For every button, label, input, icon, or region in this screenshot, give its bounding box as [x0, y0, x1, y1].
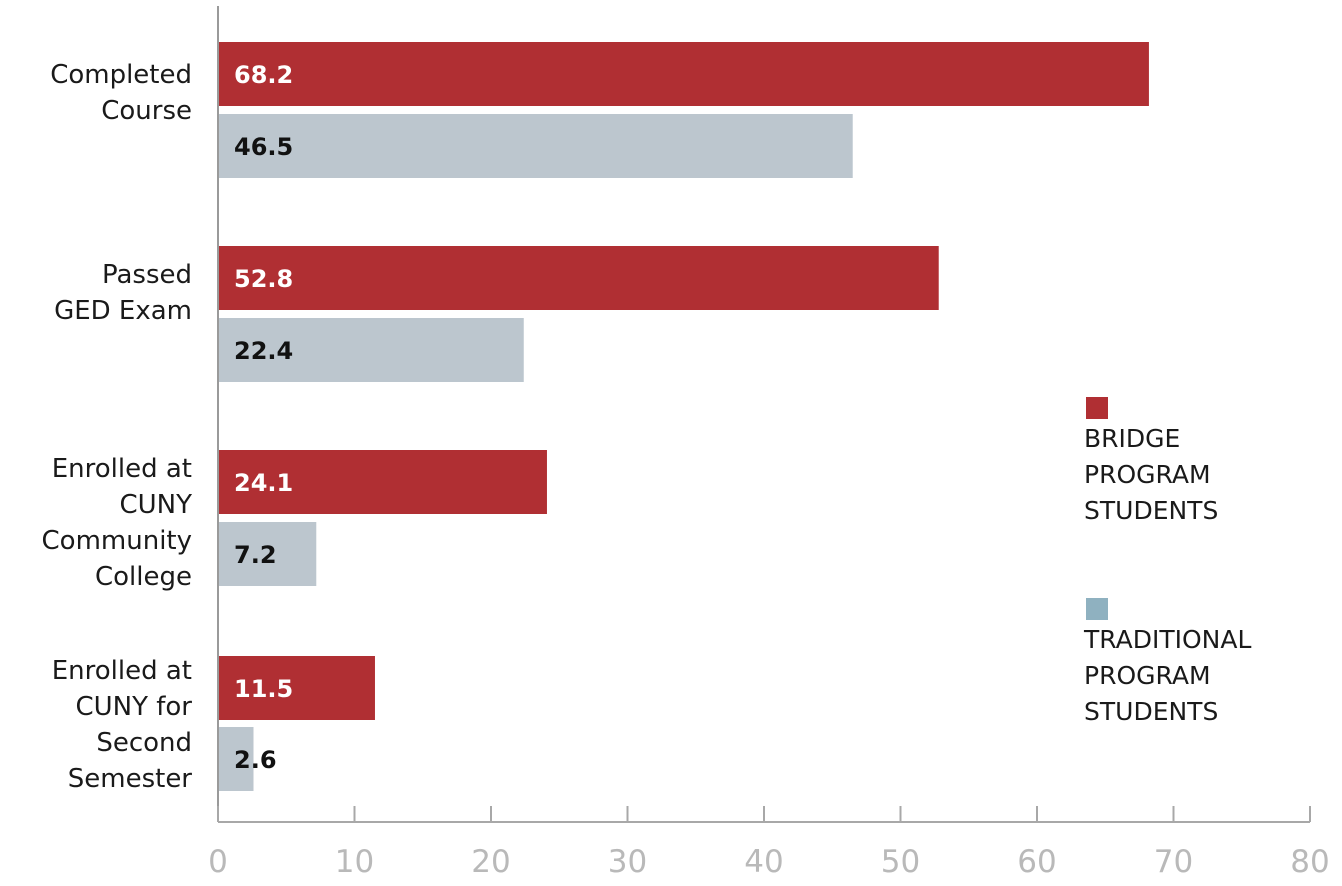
axis-layer: 0 10 20 30 40 50 60 70 80 — [208, 6, 1330, 880]
bar-s0-c3 — [218, 656, 375, 720]
legend: BRIDGE PROGRAM STUDENTS TRADITIONAL PROGRAM S… — [1083, 397, 1251, 726]
x-tick-label-4: 40 — [744, 844, 783, 880]
legend-swatch-0 — [1086, 397, 1108, 419]
legend-label-0-line-0: BRIDGE — [1084, 424, 1180, 453]
bar-s0-c2 — [218, 450, 547, 514]
x-tick-label-5: 50 — [881, 844, 920, 880]
x-tick-label-7: 70 — [1154, 844, 1193, 880]
data-label-s1-c0: 46.5 — [234, 133, 293, 161]
category-label-3-line-1: CUNY for — [75, 692, 192, 722]
x-tick-label-1: 10 — [335, 844, 374, 880]
data-label-s0-c0: 68.2 — [234, 61, 293, 89]
bar-s1-c1 — [218, 318, 524, 382]
category-label-3-line-3: Semester — [68, 764, 193, 794]
category-label-2-line-2: Community — [42, 526, 192, 556]
legend-swatch-1 — [1086, 598, 1108, 620]
bar-s1-c3 — [218, 727, 254, 791]
category-label-3-line-2: Second — [96, 728, 192, 758]
bar-s1-c0 — [218, 114, 853, 178]
data-label-s0-c1: 52.8 — [234, 265, 293, 293]
category-label-1-line-0: Passed — [102, 260, 192, 290]
legend-label-0-line-1: PROGRAM — [1084, 460, 1211, 489]
data-label-s1-c2: 7.2 — [234, 541, 277, 569]
x-tick-label-3: 30 — [608, 844, 647, 880]
x-tick-label-8: 80 — [1290, 844, 1329, 880]
legend-label-1-line-2: STUDENTS — [1084, 697, 1218, 726]
category-label-0-line-0: Completed — [50, 60, 192, 90]
x-tick-label-6: 60 — [1017, 844, 1056, 880]
category-label-2-line-0: Enrolled at — [52, 454, 192, 484]
category-label-1-line-1: GED Exam — [54, 296, 192, 326]
legend-label-1-line-0: TRADITIONAL — [1083, 625, 1251, 654]
category-label-3-line-0: Enrolled at — [52, 656, 192, 686]
bar-s0-c1 — [218, 246, 939, 310]
category-label-2-line-1: CUNY — [119, 490, 192, 520]
data-label-s0-c3: 11.5 — [234, 675, 293, 703]
data-label-s1-c1: 22.4 — [234, 337, 293, 365]
bar-s0-c0 — [218, 42, 1149, 106]
x-tick-label-0: 0 — [208, 844, 228, 880]
legend-label-1-line-1: PROGRAM — [1084, 661, 1211, 690]
bar-s1-c2 — [218, 522, 317, 586]
category-label-0-line-1: Course — [101, 96, 192, 126]
category-labels: Completed Course Passed GED Exam Enrolled at… — [42, 60, 193, 794]
category-label-2-line-3: College — [95, 562, 192, 592]
data-label-s1-c3: 2.6 — [234, 746, 277, 774]
legend-label-0-line-2: STUDENTS — [1084, 496, 1218, 525]
bars-layer: 68.2 52.8 24.1 11.5 46.5 22.4 7.2 2.6 — [218, 42, 1149, 791]
x-tick-label-2: 20 — [471, 844, 510, 880]
data-label-s0-c2: 24.1 — [234, 469, 293, 497]
